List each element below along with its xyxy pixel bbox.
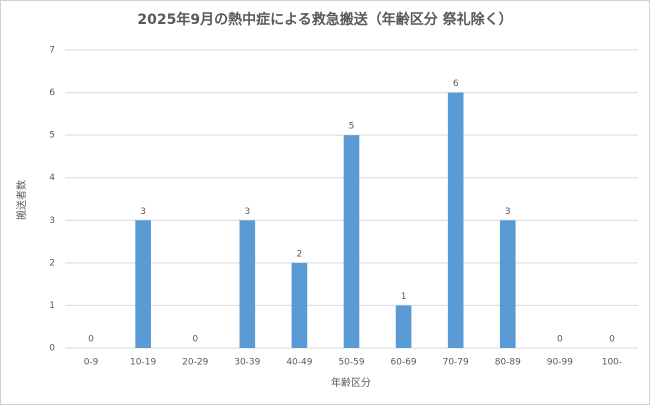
data-label: 6 (453, 79, 459, 89)
x-tick-label: 10-19 (130, 358, 156, 368)
data-label: 3 (505, 207, 511, 217)
bar (239, 220, 256, 348)
x-tick-label: 0-9 (84, 358, 99, 368)
y-axis-title: 搬送者数 (15, 180, 28, 220)
bar (343, 135, 360, 348)
x-tick-label: 20-29 (182, 358, 208, 368)
x-axis-title: 年齢区分 (331, 376, 371, 389)
bar (395, 305, 412, 348)
data-label: 2 (297, 249, 303, 259)
data-label: 0 (557, 335, 563, 345)
bar (291, 262, 308, 348)
y-tick-label: 2 (49, 258, 55, 268)
x-tick-label: 100- (602, 358, 622, 368)
data-label: 0 (88, 335, 94, 345)
data-label: 3 (244, 207, 250, 217)
bar (447, 92, 464, 348)
x-tick-label: 30-39 (234, 358, 260, 368)
data-label: 0 (609, 335, 615, 345)
bar (135, 220, 151, 348)
y-tick-label: 4 (49, 173, 55, 183)
x-tick-label: 60-69 (391, 358, 417, 368)
data-label: 0 (192, 335, 198, 345)
x-tick-label: 80-89 (495, 358, 521, 368)
y-tick-label: 1 (49, 301, 55, 311)
x-tick-label: 50-59 (338, 358, 364, 368)
y-tick-label: 0 (49, 344, 55, 354)
y-tick-label: 3 (49, 216, 55, 226)
y-tick-label: 5 (49, 131, 55, 141)
data-label: 5 (349, 122, 355, 132)
chart-title: 2025年9月の熱中症による救急搬送（年齢区分 祭礼除く） (137, 11, 512, 28)
y-tick-label: 7 (49, 46, 55, 56)
x-tick-label: 40-49 (286, 358, 312, 368)
data-label: 1 (401, 292, 407, 302)
x-tick-label: 90-99 (547, 358, 573, 368)
x-tick-label: 70-79 (443, 358, 469, 368)
data-label: 3 (140, 207, 146, 217)
y-tick-label: 6 (49, 88, 55, 98)
bar (499, 220, 516, 348)
